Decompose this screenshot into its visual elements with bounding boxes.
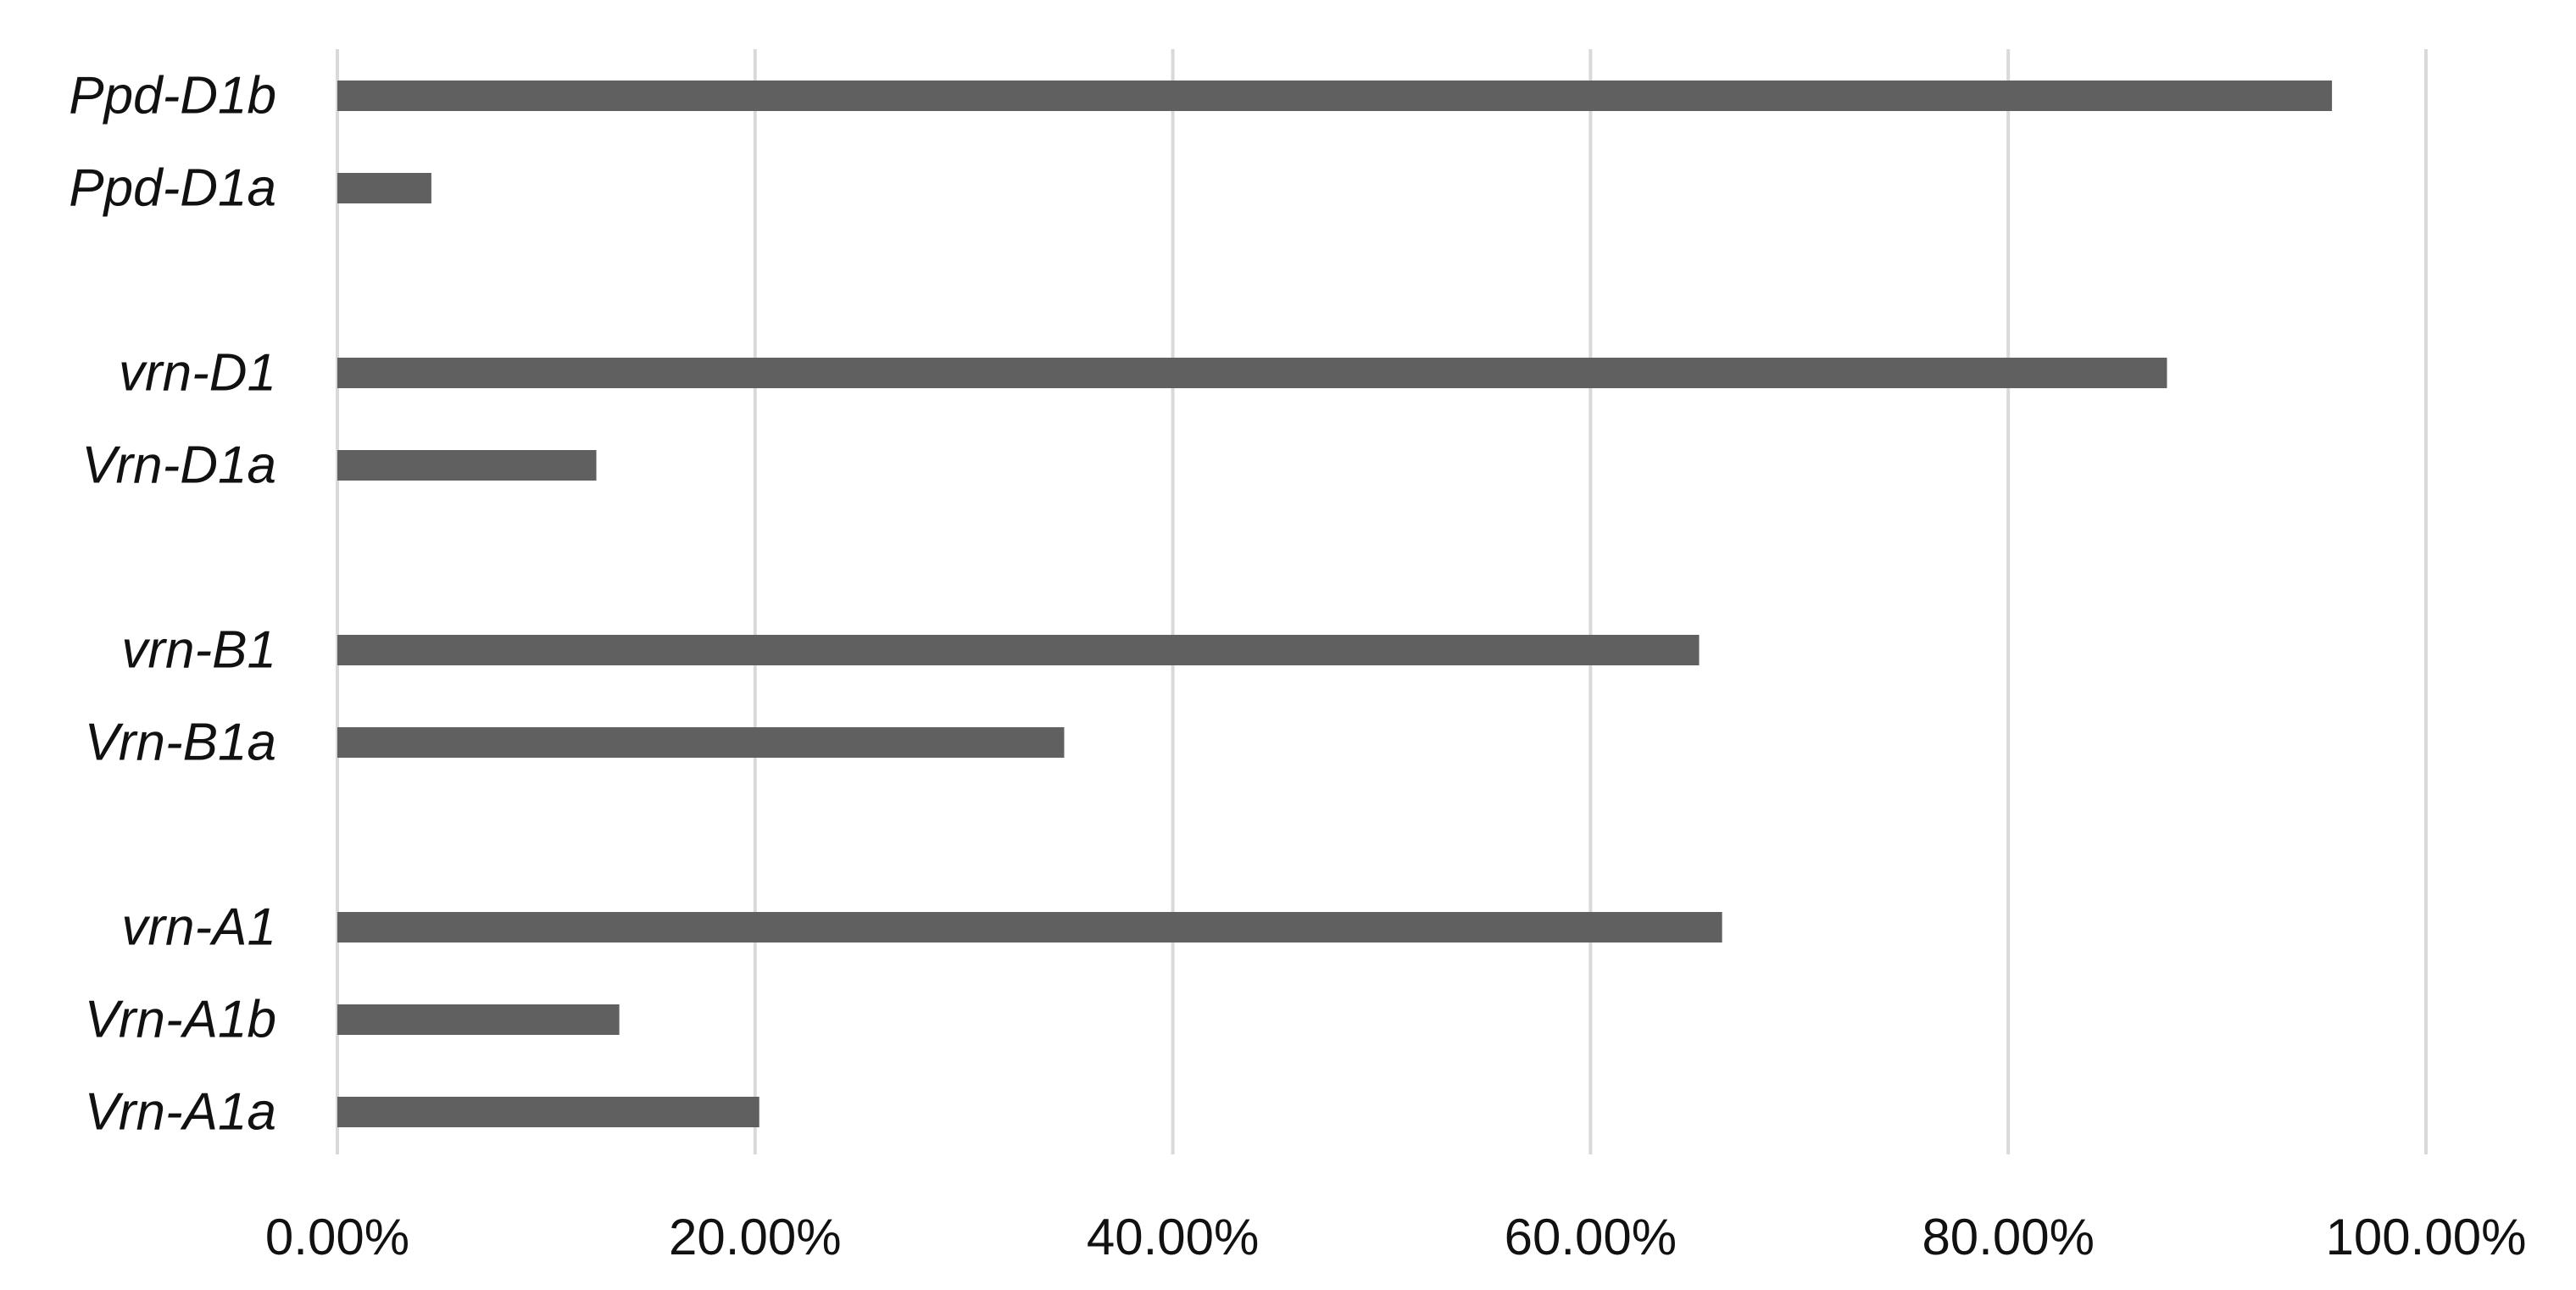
x-tick-label-3: 60.00% (1505, 1209, 1677, 1265)
bar-vrn-a1 (337, 912, 1722, 942)
x-tick-label-0: 0.00% (265, 1209, 409, 1265)
x-tick-label-1: 20.00% (669, 1209, 842, 1265)
x-tick-label-4: 80.00% (1922, 1209, 2095, 1265)
category-label-vrn-b1: vrn-B1 (121, 621, 276, 680)
bar-ppd-d1b (337, 81, 2333, 111)
bar-ppd-d1a (337, 173, 431, 203)
bar-vrn-a1a (337, 1097, 759, 1127)
category-label-ppd-d1b: Ppd-D1b (69, 67, 276, 125)
bar-vrn-d1 (337, 358, 2167, 388)
x-tick-label-2: 40.00% (1087, 1209, 1260, 1265)
bar-vrn-a1b (337, 1004, 620, 1035)
bar-vrn-d1a (337, 450, 597, 481)
bars (337, 81, 2333, 1127)
x-tick-label-5: 100.00% (2326, 1209, 2527, 1265)
category-label-vrn-d1a: Vrn-D1a (81, 436, 276, 495)
category-label-vrn-a1a: Vrn-A1a (85, 1083, 276, 1142)
category-label-vrn-d1: vrn-D1 (119, 344, 276, 403)
x-axis-tick-labels: 0.00% 20.00% 40.00% 60.00% 80.00% 100.00% (265, 1209, 2527, 1265)
category-label-vrn-a1b: Vrn-A1b (85, 991, 276, 1049)
category-labels: Ppd-D1b Ppd-D1a vrn-D1 Vrn-D1a vrn-B1 Vrn-B1a… (69, 67, 276, 1142)
category-label-vrn-a1: vrn-A1 (121, 898, 276, 957)
bar-vrn-b1 (337, 635, 1700, 665)
gridlines (336, 49, 2428, 1154)
bar-vrn-b1a (337, 727, 1065, 758)
category-label-vrn-b1a: Vrn-B1a (85, 714, 276, 772)
category-label-ppd-d1a: Ppd-D1a (69, 159, 276, 218)
